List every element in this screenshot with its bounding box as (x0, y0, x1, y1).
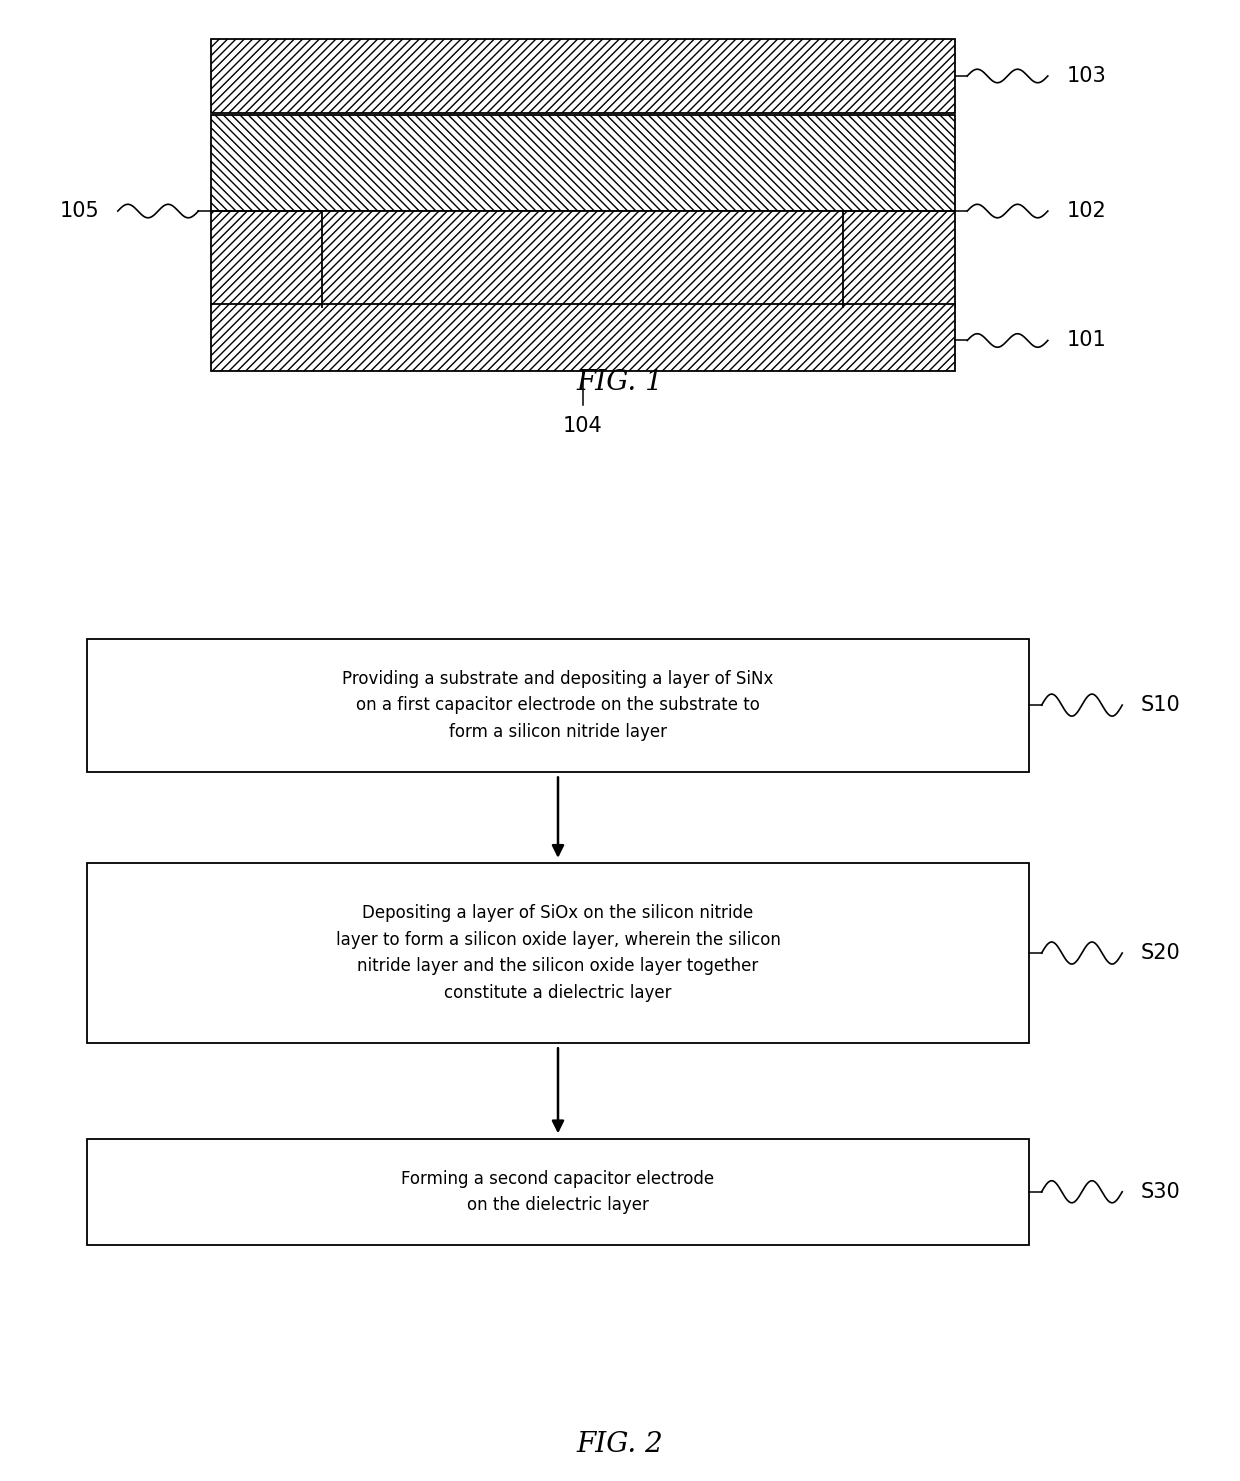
Text: FIG. 2: FIG. 2 (577, 1431, 663, 1457)
Text: S10: S10 (1141, 695, 1180, 715)
Bar (211, 116, 955, 210)
Text: 103: 103 (1066, 67, 1106, 86)
Bar (211, 304, 955, 372)
Bar (211, 40, 955, 113)
Bar (211, 210, 955, 307)
Bar (87, 638, 1029, 772)
Text: 102: 102 (1066, 201, 1106, 221)
Text: Depositing a layer of SiOx on the silicon nitride
layer to form a silicon oxide : Depositing a layer of SiOx on the silico… (336, 905, 780, 1001)
Text: 101: 101 (1066, 330, 1106, 351)
Bar (87, 1139, 1029, 1244)
Text: Providing a substrate and depositing a layer of SiNx
on a first capacitor electr: Providing a substrate and depositing a l… (342, 669, 774, 740)
Text: S20: S20 (1141, 943, 1180, 963)
Text: 104: 104 (563, 416, 603, 437)
Text: FIG. 1: FIG. 1 (577, 369, 663, 397)
Text: Forming a second capacitor electrode
on the dielectric layer: Forming a second capacitor electrode on … (402, 1170, 714, 1214)
Bar (87, 863, 1029, 1043)
Text: 105: 105 (60, 201, 99, 221)
Text: S30: S30 (1141, 1182, 1180, 1201)
